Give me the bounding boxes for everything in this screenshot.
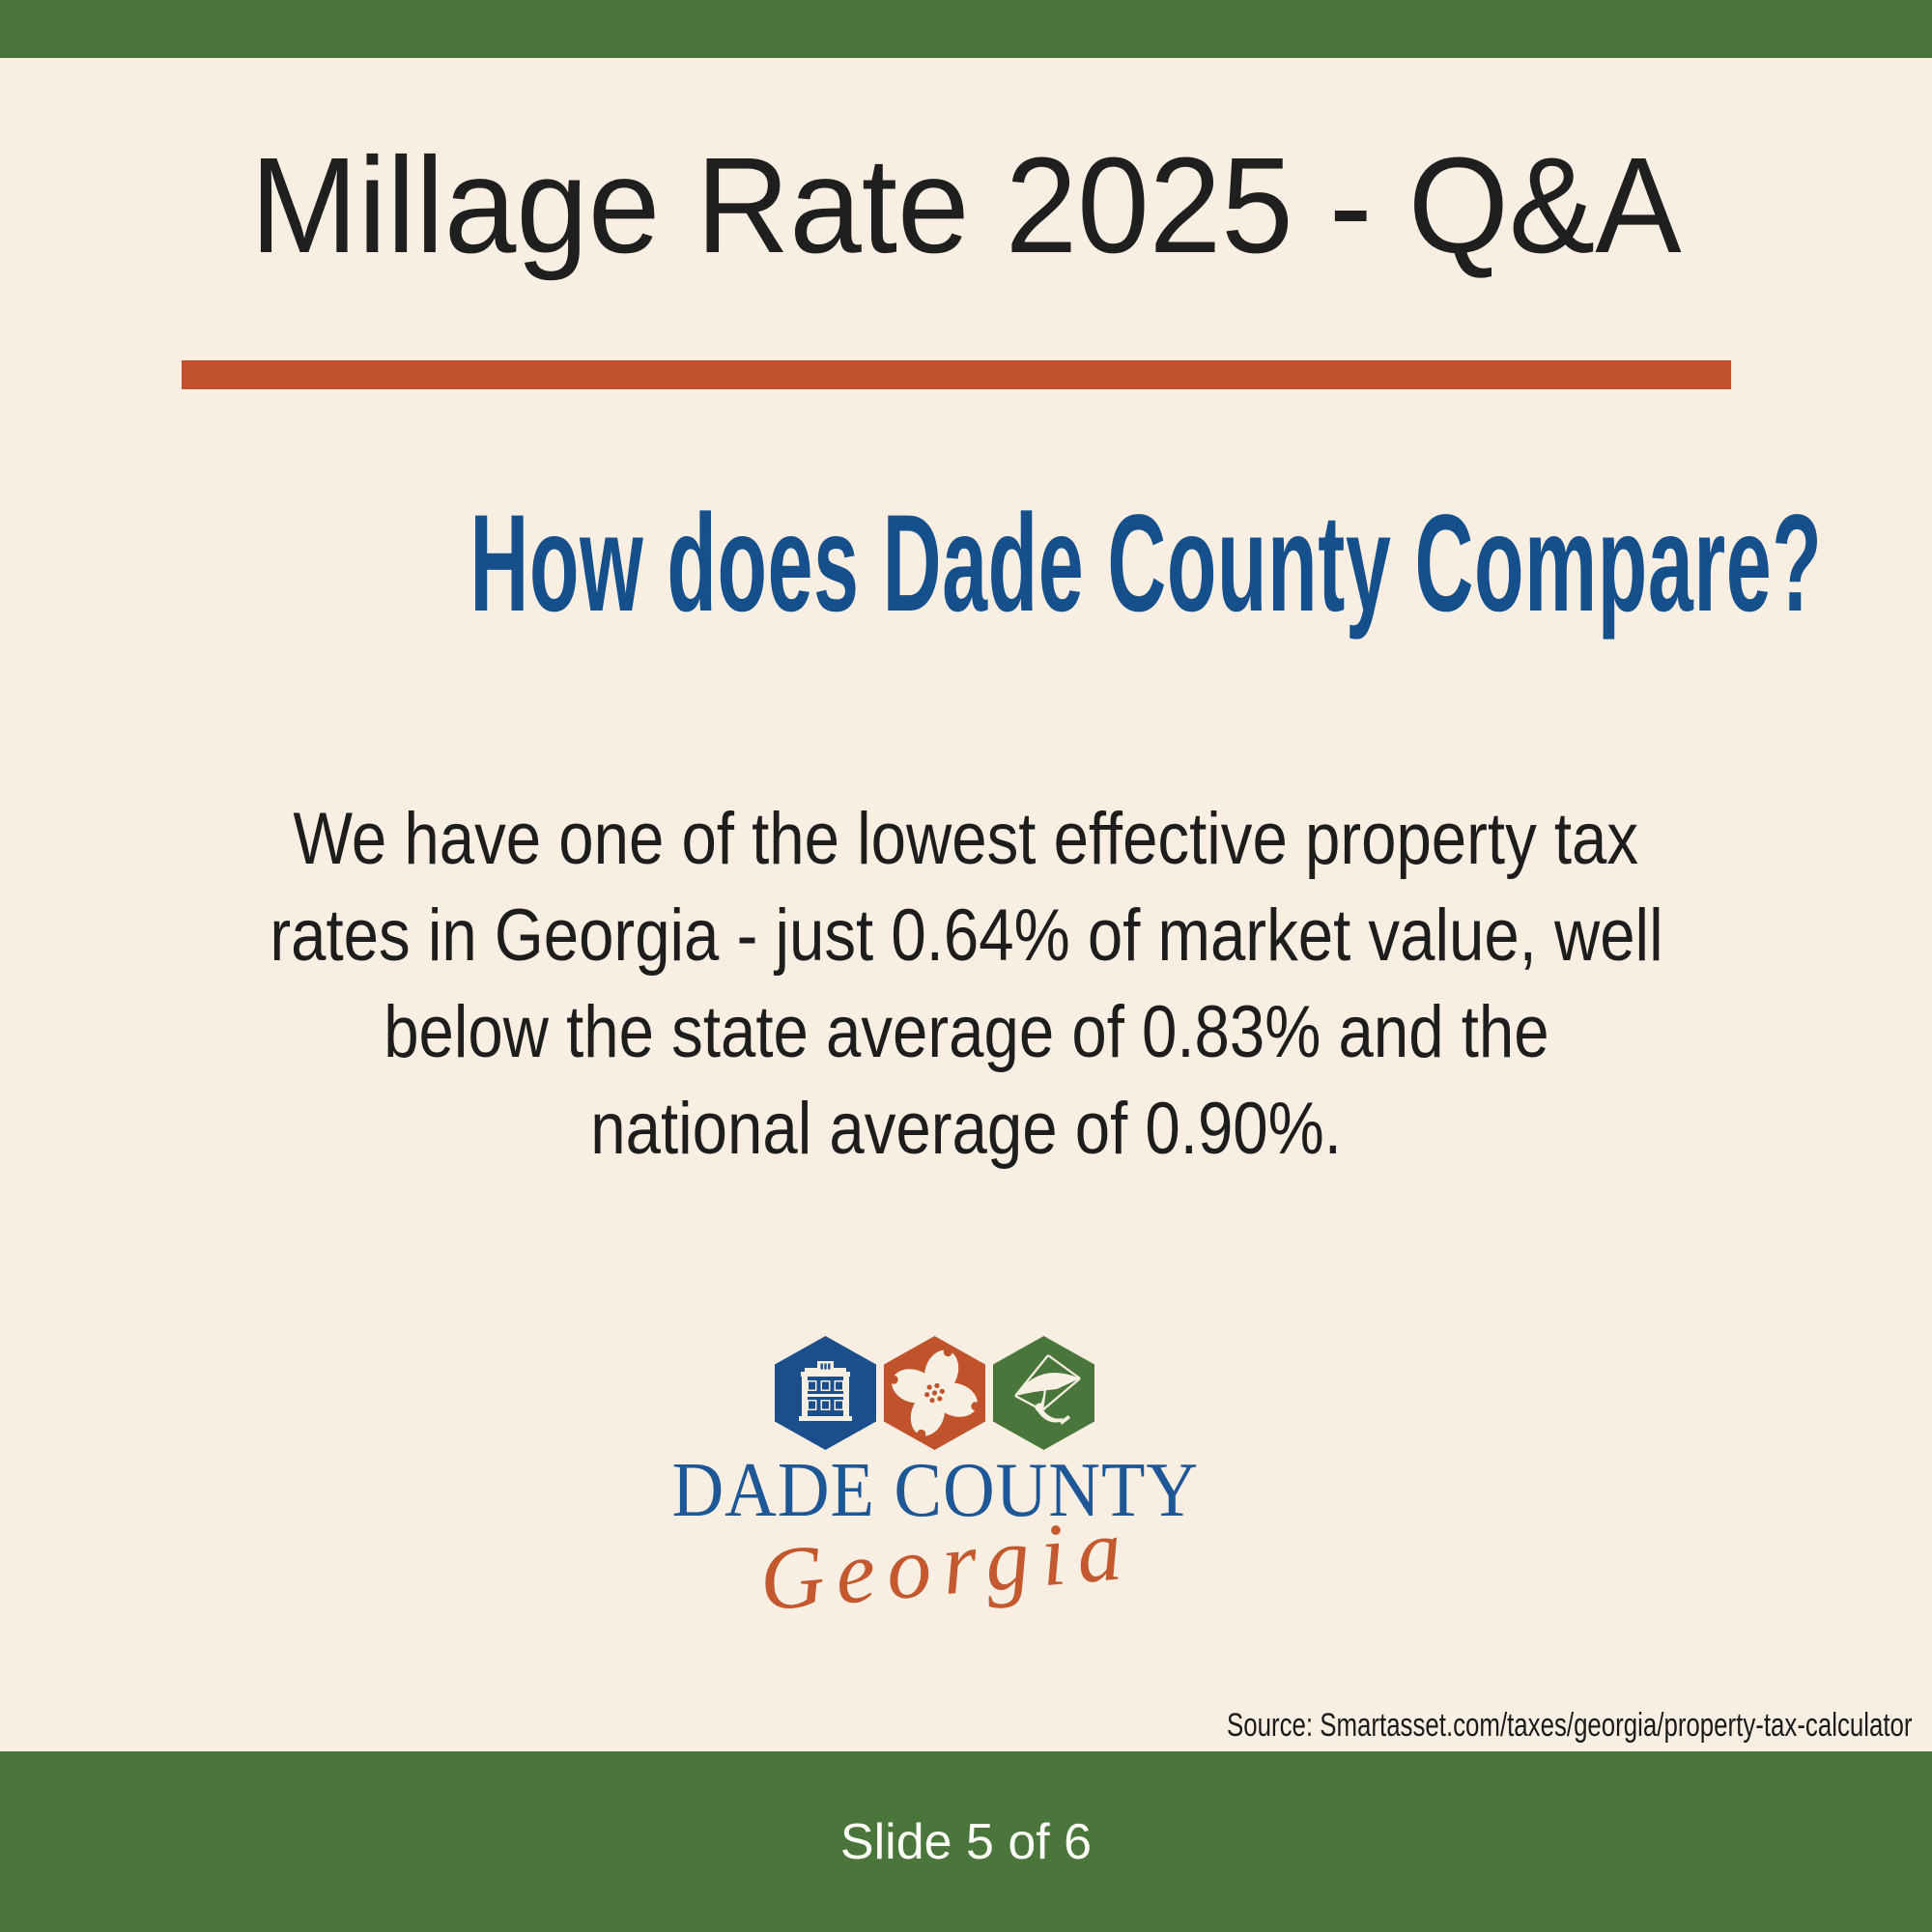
body-line-3-text: below the state average of 0.83% and the — [383, 990, 1549, 1073]
question-heading: How does Dade County Compare? — [0, 481, 1932, 647]
body-paragraph: We have one of the lowest effective prop… — [0, 790, 1932, 1177]
slide-counter: Slide 5 of 6 — [839, 1813, 1093, 1870]
body-line-1: We have one of the lowest effective prop… — [0, 790, 1932, 887]
body-line-1-text: We have one of the lowest effective prop… — [293, 797, 1639, 880]
body-line-4: national average of 0.90%. — [0, 1080, 1932, 1177]
body-line-3: below the state average of 0.83% and the — [0, 983, 1932, 1080]
body-line-2-text: rates in Georgia - just 0.64% of market … — [269, 894, 1663, 977]
body-line-2: rates in Georgia - just 0.64% of market … — [0, 887, 1932, 983]
courthouse-icon — [775, 1336, 876, 1450]
top-accent-bar — [0, 0, 1932, 58]
logo-county-name: DADE COUNTY — [0, 1448, 1870, 1533]
body-line-4-text: national average of 0.90%. — [590, 1087, 1342, 1170]
slide-title-text: Millage Rate 2025 - Q&A — [250, 128, 1682, 281]
question-heading-text: How does Dade County Compare? — [469, 487, 1823, 640]
logo-county-name-text: DADE COUNTY — [671, 1447, 1199, 1533]
footer-bar: Slide 5 of 6 — [0, 1751, 1932, 1932]
source-citation: Source: Smartasset.com/taxes/georgia/pro… — [1010, 1704, 1913, 1747]
hang-glider-icon — [993, 1336, 1094, 1450]
logo-state-name: Georgia — [0, 1498, 1893, 1629]
logo-state-name-text: Georgia — [755, 1498, 1138, 1630]
dogwood-flower-icon — [884, 1336, 985, 1450]
logo-hexagons — [775, 1336, 1094, 1450]
divider-bar — [182, 360, 1731, 389]
source-citation-text: Source: Smartasset.com/taxes/georgia/pro… — [1227, 1706, 1913, 1744]
slide-title: Millage Rate 2025 - Q&A — [0, 124, 1932, 287]
